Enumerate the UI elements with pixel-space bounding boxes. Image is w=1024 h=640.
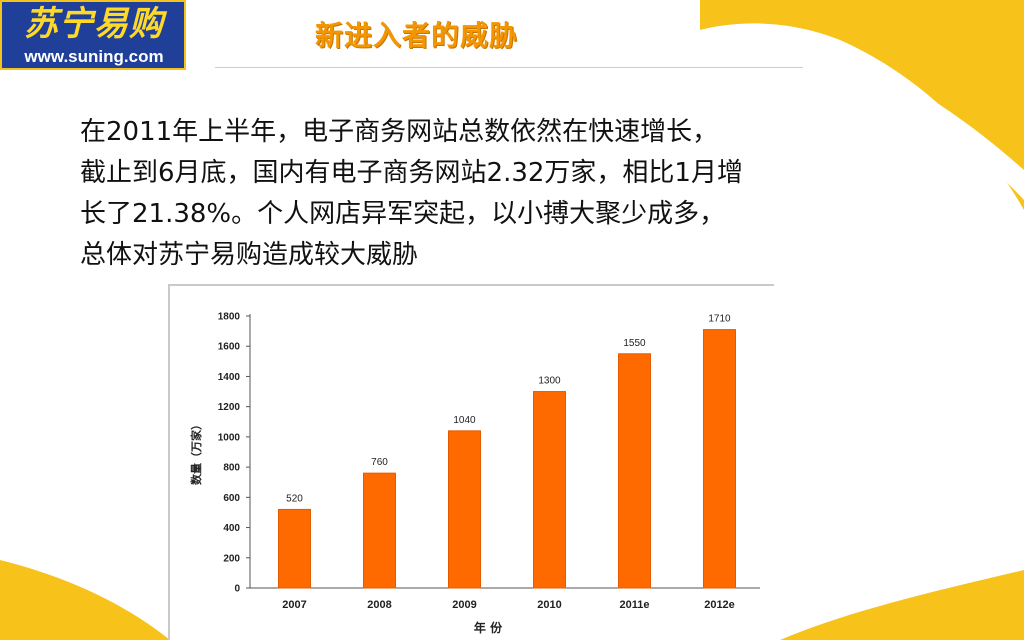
y-tick-label: 1600 (218, 342, 241, 353)
slide-title: 新进入者的威胁 (315, 19, 519, 52)
bar (618, 353, 651, 589)
y-tick-label: 1000 (218, 432, 241, 443)
bar-chart: 0 200 400 600 800 1000 1200 1400 1600 1800 数量（万家） 5… (189, 312, 760, 635)
title-divider (215, 67, 803, 68)
y-tick-label: 1200 (218, 402, 241, 413)
bar (703, 329, 736, 589)
bar-data-label: 520 (286, 493, 303, 504)
bottom-left-yellow-swoosh (0, 560, 170, 640)
x-tick-label: 2010 (537, 599, 561, 611)
body-paragraph: 在2011年上半年，电子商务网站总数依然在快速增长， 截止到6月底，国内有电子商… (80, 112, 950, 276)
y-tick-label: 1400 (218, 372, 241, 383)
y-tick-label: 1800 (218, 312, 241, 323)
y-tick-label: 800 (223, 463, 240, 474)
paragraph-line: 长了21.38%。个人网店异军突起，以小搏大聚少成多， (80, 199, 726, 229)
x-tick-label: 2008 (367, 599, 391, 611)
bar (448, 430, 481, 589)
x-tick-label: 2009 (452, 599, 476, 611)
paragraph-line: 截止到6月底，国内有电子商务网站2.32万家，相比1月增 (80, 158, 743, 188)
bar-data-label: 1550 (623, 338, 646, 349)
bar-data-label: 1710 (708, 314, 731, 325)
bar-data-label: 1040 (453, 415, 476, 426)
bar (363, 472, 396, 589)
x-axis-title: 年 份 (474, 620, 503, 635)
bar-data-label: 760 (371, 457, 388, 468)
logo-brand-text: 苏宁易购 (24, 4, 164, 44)
x-tick-label: 2012e (704, 599, 735, 611)
bar (278, 508, 311, 589)
suning-logo: 苏宁易购 www.suning.com (0, 0, 186, 70)
y-tick-label: 0 (234, 584, 240, 595)
bottom-right-yellow-swoosh (780, 570, 1024, 640)
y-tick-label: 600 (223, 493, 240, 504)
paragraph-line: 总体对苏宁易购造成较大威胁 (80, 240, 419, 270)
logo-url-text: www.suning.com (24, 47, 164, 66)
bar-chart-frame: 0 200 400 600 800 1000 1200 1400 1600 1800 数量（万家） 5… (168, 284, 774, 640)
x-tick-label: 2007 (282, 599, 306, 611)
y-axis-title: 数量（万家） (189, 419, 203, 485)
bar (533, 391, 566, 589)
paragraph-line: 在2011年上半年，电子商务网站总数依然在快速增长， (80, 117, 719, 147)
y-tick-label: 200 (223, 553, 240, 564)
y-tick-label: 400 (223, 523, 240, 534)
bar-data-label: 1300 (538, 376, 561, 387)
x-tick-label: 2011e (620, 599, 650, 611)
